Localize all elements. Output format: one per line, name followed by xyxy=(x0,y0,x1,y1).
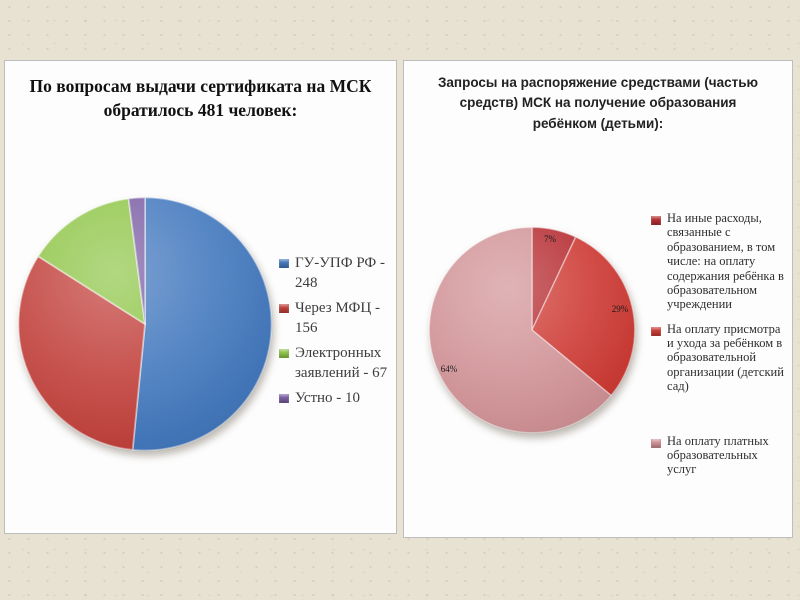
legend-label: ГУ-УПФ РФ - 248 xyxy=(295,255,386,291)
pie-slice xyxy=(428,226,613,434)
pie-slice xyxy=(36,197,147,326)
legend-item: Через МФЦ - 156 xyxy=(279,299,397,339)
legend-label: Через МФЦ - 156 xyxy=(295,299,380,336)
left-chart-title: По вопросам выдачи сертификата на МСК об… xyxy=(29,76,372,120)
pie-slice xyxy=(131,196,273,452)
legend-item: Электронных заявлений - 67 xyxy=(279,344,397,384)
legend-swatch xyxy=(279,393,289,403)
legend-item: На оплату платных образовательных услуг xyxy=(651,434,789,477)
left-pie-chart xyxy=(17,196,273,452)
legend-item: На иные расходы, связанные с образование… xyxy=(651,211,789,312)
right-chart-panel: Запросы на распоряжение средствами (част… xyxy=(403,60,793,538)
legend-label: Устно - 10 xyxy=(295,389,361,406)
right-chart-title: Запросы на распоряжение средствами (част… xyxy=(437,75,759,131)
legend-swatch xyxy=(279,348,289,358)
legend-label: На оплату присмотра и ухода за ребёнком … xyxy=(667,321,784,394)
right-legend: На иные расходы, связанные с образование… xyxy=(651,211,789,477)
legend-item: На оплату присмотра и ухода за ребёнком … xyxy=(651,322,789,394)
legend-swatch xyxy=(279,259,289,268)
legend-item: Устно - 10 xyxy=(279,389,397,409)
legend-label: Электронных заявлений - 67 xyxy=(295,344,388,381)
left-legend: ГУ-УПФ РФ - 248 Через МФЦ - 156 Электрон… xyxy=(279,254,397,409)
pie-slice xyxy=(17,255,146,451)
legend-item: ГУ-УПФ РФ - 248 xyxy=(279,254,397,294)
right-pie-svg xyxy=(428,226,636,434)
legend-swatch xyxy=(651,438,661,448)
pie-slice xyxy=(531,226,577,331)
pie-slice xyxy=(127,196,146,325)
legend-label: На иные расходы, связанные с образование… xyxy=(667,211,784,312)
legend-swatch xyxy=(651,216,661,225)
right-pie-chart xyxy=(428,226,636,434)
legend-swatch xyxy=(279,303,289,313)
legend-swatch xyxy=(651,326,661,336)
pie-slice xyxy=(531,236,636,397)
left-chart-panel: По вопросам выдачи сертификата на МСК об… xyxy=(4,60,397,534)
legend-label: На оплату платных образовательных услуг xyxy=(667,433,769,477)
left-pie-svg xyxy=(17,196,273,452)
